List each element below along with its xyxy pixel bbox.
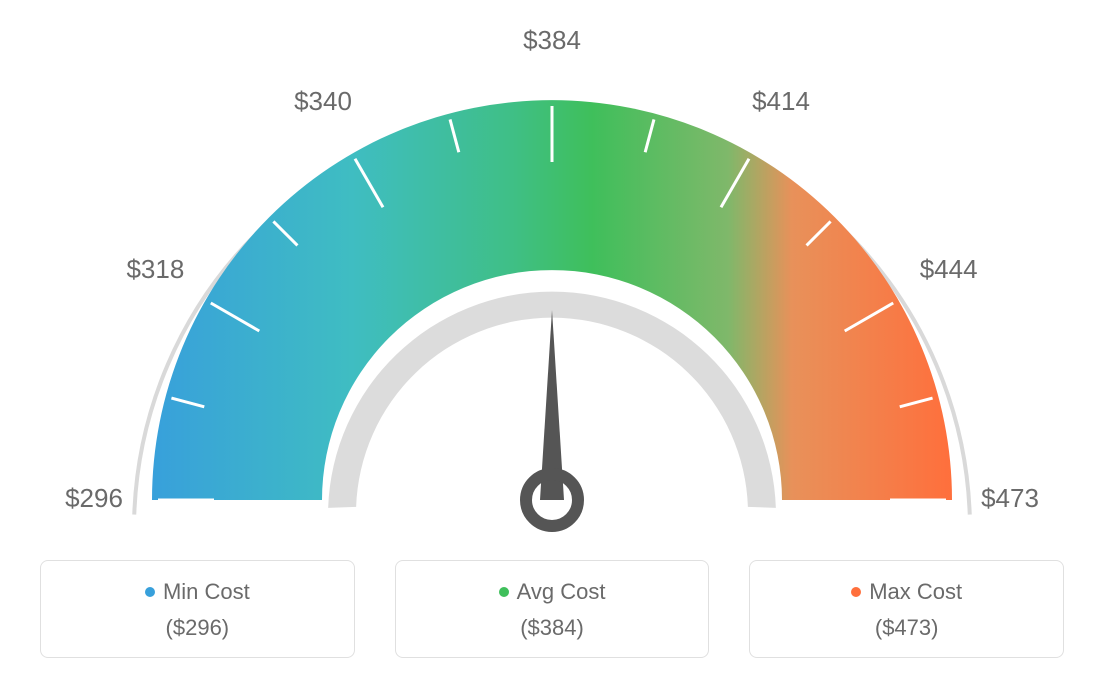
- avg-cost-card: Avg Cost ($384): [395, 560, 710, 658]
- min-cost-title: Min Cost: [51, 579, 344, 605]
- avg-cost-label: Avg Cost: [517, 579, 606, 604]
- max-cost-label: Max Cost: [869, 579, 962, 604]
- svg-text:$473: $473: [981, 483, 1039, 513]
- max-dot-icon: [851, 587, 861, 597]
- avg-cost-title: Avg Cost: [406, 579, 699, 605]
- min-dot-icon: [145, 587, 155, 597]
- svg-text:$414: $414: [752, 86, 810, 116]
- svg-text:$318: $318: [126, 254, 184, 284]
- min-cost-label: Min Cost: [163, 579, 250, 604]
- max-cost-value: ($473): [760, 615, 1053, 641]
- svg-text:$296: $296: [65, 483, 123, 513]
- min-cost-value: ($296): [51, 615, 344, 641]
- svg-text:$340: $340: [294, 86, 352, 116]
- svg-text:$444: $444: [920, 254, 978, 284]
- summary-cards: Min Cost ($296) Avg Cost ($384) Max Cost…: [0, 560, 1104, 688]
- gauge-svg: $296 $318 $340 $384 $414 $444 $473: [0, 0, 1104, 560]
- avg-dot-icon: [499, 587, 509, 597]
- max-cost-card: Max Cost ($473): [749, 560, 1064, 658]
- max-cost-title: Max Cost: [760, 579, 1053, 605]
- min-cost-card: Min Cost ($296): [40, 560, 355, 658]
- avg-cost-value: ($384): [406, 615, 699, 641]
- gauge-chart: $296 $318 $340 $384 $414 $444 $473: [0, 0, 1104, 560]
- svg-text:$384: $384: [523, 25, 581, 55]
